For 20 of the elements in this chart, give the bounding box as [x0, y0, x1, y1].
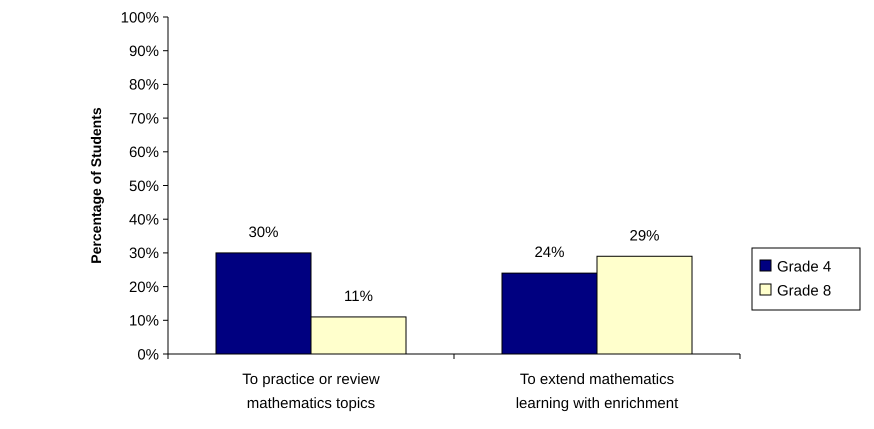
legend-label: Grade 4	[777, 258, 832, 276]
y-tick-label: 90%	[128, 42, 159, 60]
x-tick-label: To extend mathematics learning with enrichment	[516, 371, 680, 412]
y-tick-label: 40%	[128, 211, 159, 228]
legend-label: Grade 8	[777, 282, 832, 300]
y-tick-label: 70%	[128, 110, 159, 128]
y-tick-label: 100%	[120, 9, 159, 26]
y-tick-label: 50%	[128, 178, 159, 195]
y-tick-label: 60%	[128, 144, 159, 162]
y-tick-label: 30%	[128, 245, 159, 262]
y-tick-label: 20%	[128, 278, 159, 296]
data-label: 30%	[248, 224, 279, 241]
y-tick-label: 10%	[128, 312, 159, 330]
data-label: 29%	[629, 227, 660, 244]
y-tick-label: 80%	[128, 76, 159, 94]
y-axis-title: Percentage of Students	[88, 107, 104, 264]
data-label: 24%	[534, 244, 565, 262]
data-label: 11%	[344, 288, 373, 305]
x-tick-label: To practice or review mathematics topics	[242, 371, 380, 412]
y-tick-label: 0%	[137, 346, 159, 364]
